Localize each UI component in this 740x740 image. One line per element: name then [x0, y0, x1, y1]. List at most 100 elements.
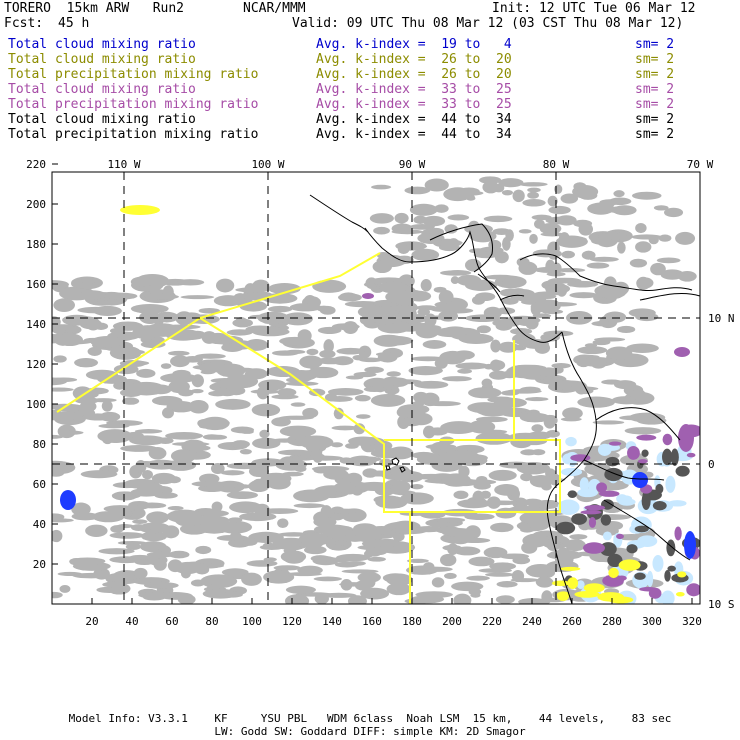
- heavy-cloud-patch: [666, 539, 676, 557]
- cloud-patch: [512, 333, 536, 345]
- peru-border: [603, 499, 691, 561]
- cloud-patch: [138, 591, 176, 599]
- cloud-patch: [438, 290, 454, 305]
- yellow-precip-patch: [556, 591, 570, 599]
- cloud-patch: [501, 297, 519, 305]
- cloud-patch: [326, 395, 353, 402]
- cloud-patch: [386, 371, 401, 377]
- cloud-patch: [323, 526, 345, 539]
- cloud-patch: [226, 329, 253, 336]
- cloud-patch: [617, 325, 636, 334]
- cloud-patch: [244, 368, 268, 380]
- cloud-patch: [215, 398, 251, 410]
- heavy-cloud-patch: [675, 465, 690, 477]
- cloud-patch: [130, 303, 169, 314]
- cloud-patch: [398, 471, 424, 483]
- yellow-precip-patch: [560, 566, 581, 571]
- cloud-patch: [148, 528, 161, 534]
- cloud-patch: [226, 591, 244, 596]
- cloud-patch: [301, 535, 324, 550]
- cloud-patch: [232, 484, 252, 489]
- cloud-patch: [101, 400, 113, 412]
- cloud-patch: [123, 478, 159, 489]
- light-cloud-patch: [668, 500, 687, 507]
- cloud-patch: [363, 386, 386, 393]
- cloud-patch: [323, 468, 349, 480]
- cloud-patch: [547, 246, 560, 260]
- cloud-patch: [587, 202, 615, 215]
- cloud-patch: [102, 581, 127, 588]
- heavy-cloud-patch: [634, 525, 649, 533]
- cloud-patch: [529, 233, 538, 244]
- cloud-patch: [69, 557, 106, 565]
- cloud-patch: [252, 437, 281, 449]
- cloud-patch: [413, 391, 429, 404]
- y-tick-label: 160: [26, 278, 46, 291]
- cloud-patch: [565, 311, 593, 325]
- cloud-patch: [468, 556, 495, 567]
- cloud-patch: [191, 481, 227, 487]
- cloud-patch: [226, 491, 258, 499]
- cloud-patch: [458, 333, 494, 345]
- cloud-patch: [417, 308, 430, 316]
- cloud-patch: [339, 482, 359, 495]
- cloud-patch: [167, 505, 184, 511]
- axis-ticks: [52, 163, 693, 604]
- cloud-patch: [267, 305, 293, 313]
- x-tick-label: 220: [482, 615, 502, 628]
- cloud-patch: [501, 189, 514, 196]
- cloud-patch: [165, 431, 204, 440]
- cloud-patch: [196, 510, 229, 517]
- y-tick-label: 80: [32, 438, 46, 451]
- light-cloud-patch: [577, 488, 599, 498]
- cloud-patch: [130, 276, 154, 288]
- lat-label: 0: [708, 458, 715, 471]
- cloud-patch: [595, 526, 619, 537]
- flight-track-layer: [56, 252, 561, 604]
- cloud-patch: [330, 508, 358, 514]
- cloud-patch: [675, 231, 696, 245]
- light-cloud-patch: [576, 580, 585, 590]
- cloud-patch: [630, 389, 646, 400]
- heavy-cloud-patch: [600, 514, 612, 526]
- light-cloud-patch: [665, 475, 676, 493]
- cloud-patch: [371, 304, 399, 314]
- cloud-patch: [146, 511, 169, 524]
- cloud-patch: [394, 212, 409, 224]
- cloud-patch: [543, 302, 578, 307]
- legend-smoothing: sm= 2: [635, 52, 675, 67]
- cloud-patch: [235, 287, 271, 293]
- cloud-patch: [534, 266, 564, 273]
- cloud-patch: [434, 517, 466, 523]
- cloud-patch: [409, 203, 438, 216]
- cloud-patch: [520, 472, 533, 482]
- cloud-patch: [241, 572, 262, 586]
- mexico-pacific-coast: [309, 194, 369, 233]
- x-tick-label: 240: [522, 615, 542, 628]
- cloud-patch: [545, 415, 558, 426]
- cloud-patch: [489, 562, 517, 571]
- cloud-patch: [277, 518, 289, 528]
- cloud-patch: [57, 333, 83, 347]
- cloud-patch: [364, 366, 384, 374]
- cloud-patch: [555, 235, 588, 248]
- cloud-patch: [424, 313, 437, 327]
- cloud-patch: [565, 539, 586, 552]
- northern-sa-coast: [639, 293, 701, 301]
- cloud-patch: [170, 449, 197, 463]
- cloud-patch: [109, 532, 145, 539]
- cloud-patch: [170, 355, 190, 368]
- cloud-patch: [52, 377, 68, 386]
- legend-field: Total cloud mixing ratio: [8, 112, 196, 127]
- cloud-patch: [162, 525, 180, 539]
- cloud-patch: [246, 560, 278, 567]
- cloud-patch: [80, 470, 118, 479]
- cloud-patch: [476, 325, 491, 334]
- cloud-patch: [548, 473, 562, 486]
- cloud-patch: [632, 191, 662, 200]
- colombia-coast: [546, 331, 597, 605]
- heavy-cloud-patch: [652, 500, 667, 511]
- cloud-patch: [406, 558, 429, 564]
- cloud-patch: [93, 305, 122, 316]
- cloud-patch: [354, 394, 371, 402]
